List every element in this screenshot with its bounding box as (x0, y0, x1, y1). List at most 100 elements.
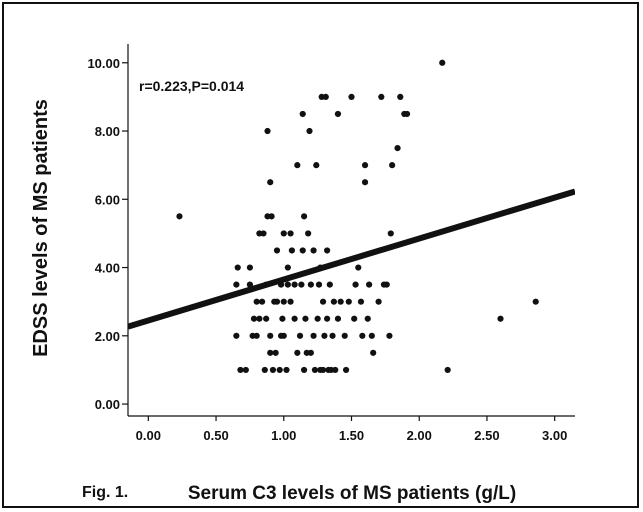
data-point (233, 281, 240, 288)
data-point (324, 315, 331, 322)
data-point (299, 247, 306, 254)
data-point (264, 127, 271, 135)
data-point (242, 366, 249, 374)
data-point (287, 230, 294, 237)
data-point (368, 332, 375, 339)
figure-frame (2, 2, 639, 508)
data-point (261, 366, 268, 374)
data-point (273, 298, 281, 305)
data-point (259, 298, 266, 305)
data-point (237, 366, 244, 374)
y-axis-label: EDSS levels of MS patients (30, 99, 52, 357)
x-tick-label: 2.00 (407, 428, 432, 443)
data-point (233, 332, 240, 339)
data-point (300, 213, 308, 220)
data-point (276, 366, 283, 374)
data-point (300, 366, 308, 374)
correlation-annotation: r=0.223,P=0.014 (139, 78, 244, 94)
data-point (370, 349, 377, 356)
data-point (439, 59, 446, 66)
tick-labels: 0.00 0.50 1.00 1.50 2.00 2.50 3.00 0.00 2.00 4.00… (87, 56, 567, 443)
data-point (279, 315, 286, 322)
data-point (375, 298, 382, 305)
data-point (234, 264, 241, 271)
data-point (268, 213, 275, 220)
y-tick-label: 4.00 (95, 261, 120, 276)
data-point (342, 366, 350, 374)
data-point (322, 93, 329, 100)
data-point (324, 247, 331, 254)
data-point (253, 332, 260, 339)
data-point (280, 230, 287, 237)
data-point (361, 179, 369, 186)
data-point (291, 281, 298, 288)
data-point (256, 315, 263, 322)
y-tick-label: 0.00 (95, 397, 120, 412)
data-point (307, 349, 314, 356)
y-tick-label: 2.00 (95, 329, 120, 344)
data-point (330, 298, 337, 305)
data-point (267, 332, 274, 339)
data-point (337, 298, 344, 305)
data-point (288, 247, 295, 254)
data-points (176, 59, 539, 374)
data-point (352, 281, 359, 288)
data-point (444, 366, 451, 374)
data-point (397, 93, 404, 100)
data-point (302, 315, 309, 322)
data-point (263, 315, 270, 322)
data-point (311, 366, 319, 374)
data-point (299, 110, 306, 118)
x-axis-label: Serum C3 levels of MS patients (g/L) (188, 483, 516, 504)
data-point (357, 298, 365, 305)
data-point (361, 162, 369, 169)
data-point (334, 315, 342, 322)
y-tick-label: 8.00 (95, 124, 120, 139)
data-point (364, 315, 371, 322)
data-point (497, 315, 504, 322)
x-tick-label: 1.50 (339, 428, 364, 443)
data-point (280, 332, 287, 339)
data-point (307, 281, 314, 288)
x-tick-label: 0.00 (136, 428, 161, 443)
data-point (394, 144, 401, 152)
data-point (321, 332, 328, 339)
data-point (329, 332, 336, 339)
data-point (284, 264, 291, 271)
data-point (310, 247, 317, 254)
data-point (348, 93, 355, 100)
data-point (383, 281, 390, 288)
data-point (305, 230, 312, 237)
data-point (319, 366, 327, 374)
data-point (298, 281, 305, 288)
data-point (267, 349, 274, 356)
data-point (355, 264, 362, 271)
fit-line-group (128, 188, 575, 330)
x-tick-label: 0.50 (203, 428, 228, 443)
x-tick-label: 3.00 (542, 428, 567, 443)
data-point (313, 162, 320, 169)
data-point (334, 110, 342, 118)
data-point (246, 264, 254, 271)
data-point (294, 162, 301, 169)
data-point (306, 127, 313, 135)
data-point (287, 298, 294, 305)
data-point (403, 110, 411, 118)
data-point (315, 281, 323, 288)
data-point (283, 366, 290, 374)
data-point (332, 366, 339, 374)
data-point (387, 230, 394, 237)
data-point (284, 281, 291, 288)
data-point (345, 298, 352, 305)
data-point (280, 298, 287, 305)
data-point (250, 315, 258, 322)
data-point (176, 213, 183, 220)
data-point (341, 332, 348, 339)
x-tick-label: 2.50 (474, 428, 499, 443)
data-point (319, 298, 327, 305)
data-point (366, 281, 373, 288)
data-point (260, 230, 267, 237)
data-point (378, 93, 385, 100)
data-point (291, 315, 298, 322)
